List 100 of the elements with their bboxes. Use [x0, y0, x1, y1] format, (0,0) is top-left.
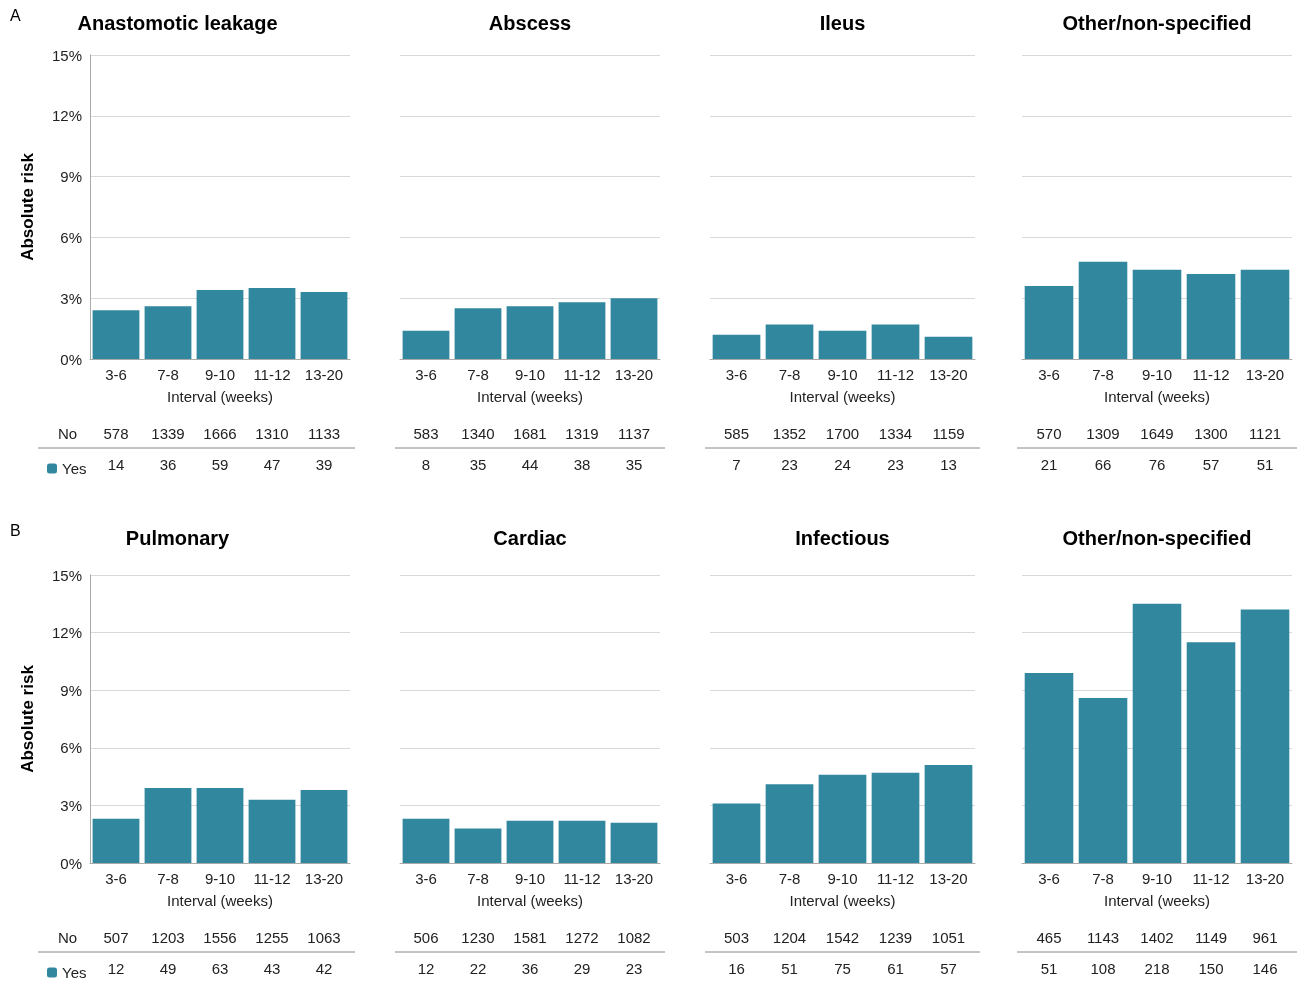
bar — [1186, 273, 1236, 359]
bar — [1240, 269, 1290, 359]
x-tick-label: 7-8 — [467, 870, 489, 887]
bar — [454, 308, 502, 359]
bar — [1024, 672, 1074, 863]
y-tick-label: 9% — [60, 168, 82, 186]
x-tick-label: 11-12 — [1192, 366, 1230, 383]
x-tick-label: 3-6 — [415, 870, 437, 887]
x-tick-label: 11-12 — [563, 870, 601, 887]
bar — [712, 334, 761, 359]
text: 66 — [1094, 455, 1112, 473]
x-tick-label: 11-12 — [876, 366, 915, 383]
bar — [1078, 697, 1128, 863]
bar — [402, 330, 450, 359]
x-tick-label: 7-8 — [778, 366, 801, 383]
bar — [506, 306, 554, 359]
x-tick-label: 13-20 — [1245, 366, 1285, 383]
chart-title: Pulmonary — [125, 527, 231, 549]
x-tick-label: 9-10 — [1141, 870, 1173, 887]
text: 1352 — [772, 424, 807, 442]
x-tick-label: 9-10 — [204, 366, 236, 383]
text: 63 — [211, 959, 229, 977]
y-axis-title: Absolute risk — [18, 664, 37, 773]
x-tick-label: 13-20 — [929, 870, 968, 887]
text: No — [58, 424, 78, 442]
y-tick-label: 0% — [60, 350, 82, 368]
bar — [818, 774, 867, 863]
bar — [1078, 261, 1128, 359]
text: 1133 — [307, 424, 341, 442]
text: 1121 — [1248, 424, 1282, 442]
x-axis-title: Interval (weeks) — [167, 388, 273, 405]
bar — [610, 822, 658, 863]
y-tick-label: 12% — [51, 624, 82, 642]
text: 1340 — [461, 424, 495, 442]
bar — [765, 784, 814, 863]
text: 1334 — [878, 424, 913, 442]
text: 14 — [107, 455, 125, 473]
text: 1143 — [1086, 928, 1120, 946]
legend-label: Yes — [62, 460, 87, 477]
bar — [558, 820, 606, 863]
y-tick-label: 12% — [51, 107, 82, 125]
bar — [818, 330, 867, 359]
x-tick-label: 7-8 — [1092, 870, 1114, 887]
text: 1082 — [617, 928, 651, 946]
x-tick-label: 3-6 — [415, 366, 437, 383]
text: 506 — [413, 928, 439, 946]
text: 36 — [521, 959, 539, 977]
text: 35 — [469, 455, 487, 473]
bar — [924, 765, 973, 863]
x-tick-label: 3-6 — [105, 366, 127, 383]
text: 583 — [413, 424, 439, 442]
y-tick-label: 6% — [60, 739, 82, 757]
text: 1300 — [1194, 424, 1228, 442]
text: 578 — [103, 424, 129, 442]
bar — [871, 772, 920, 863]
text: 23 — [781, 455, 798, 473]
x-axis-title: Interval (weeks) — [167, 892, 273, 909]
x-tick-label: 3-6 — [1038, 366, 1060, 383]
bar — [92, 310, 140, 359]
x-tick-label: 11-12 — [253, 366, 291, 383]
text: 1272 — [565, 928, 599, 946]
text: 503 — [723, 928, 750, 946]
text: 1239 — [878, 928, 913, 946]
x-axis-title: Interval (weeks) — [789, 388, 896, 405]
text: 1204 — [772, 928, 807, 946]
text: 1230 — [461, 928, 495, 946]
text: 961 — [1252, 928, 1278, 946]
text: 1681 — [513, 424, 547, 442]
x-tick-label: 11-12 — [1192, 870, 1230, 887]
text: 35 — [625, 455, 643, 473]
text: 570 — [1036, 424, 1062, 442]
bar — [1132, 603, 1182, 863]
text: No — [58, 928, 78, 946]
text: 1203 — [151, 928, 185, 946]
x-tick-label: 9-10 — [1141, 366, 1173, 383]
text: 585 — [723, 424, 750, 442]
text: 507 — [103, 928, 129, 946]
text: 12 — [107, 959, 125, 977]
x-tick-label: 9-10 — [827, 366, 858, 383]
text: 1649 — [1140, 424, 1174, 442]
y-tick-label: 6% — [60, 228, 82, 246]
x-tick-label: 9-10 — [514, 366, 546, 383]
y-tick-label: 3% — [60, 289, 82, 307]
chart-title: Other/non-specified — [1062, 527, 1252, 549]
text: 1137 — [617, 424, 651, 442]
y-tick-label: 15% — [51, 566, 82, 584]
x-tick-label: 7-8 — [157, 870, 179, 887]
text: 61 — [887, 959, 904, 977]
chart-title: Infectious — [795, 527, 890, 549]
bar — [454, 828, 502, 863]
bar — [248, 288, 296, 359]
bar — [871, 324, 920, 359]
x-tick-label: 3-6 — [1038, 870, 1060, 887]
bar — [924, 336, 973, 359]
chart-title: Cardiac — [493, 527, 567, 549]
x-tick-label: 13-20 — [304, 366, 344, 383]
text: 16 — [728, 959, 745, 977]
text: 49 — [159, 959, 177, 977]
x-tick-label: 9-10 — [514, 870, 546, 887]
bar — [144, 306, 192, 359]
